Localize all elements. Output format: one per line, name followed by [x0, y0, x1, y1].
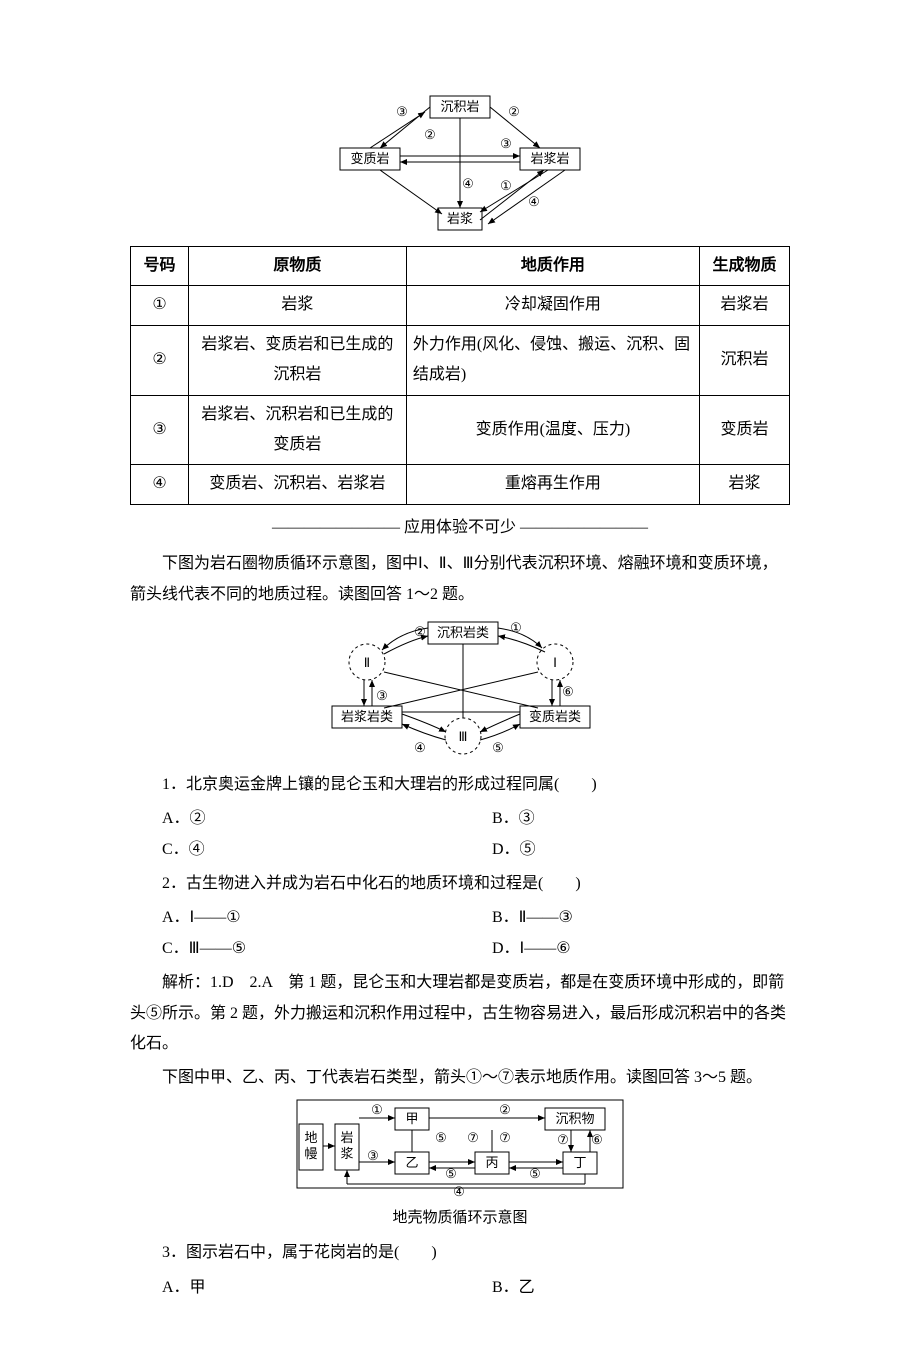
edge-label: ②	[424, 127, 436, 142]
edge-label: ①	[500, 178, 512, 193]
rock-cycle-diagram-1: 沉积岩 变质岩 岩浆岩 岩浆 ③ ② ② ③ ④ ① ④	[330, 90, 590, 240]
edge-label: ②	[499, 1102, 511, 1117]
edge-label: ②	[414, 624, 426, 639]
option: C．④	[130, 835, 460, 865]
td: 岩浆岩	[700, 286, 790, 325]
node-label: 地	[304, 1130, 317, 1145]
node-label: 岩浆岩	[530, 151, 569, 166]
node-label: 岩浆岩类	[341, 709, 393, 724]
td: 岩浆岩、变质岩和已生成的沉积岩	[189, 325, 407, 395]
answer-explanation: 解析：1.D 2.A 第 1 题，昆仑玉和大理岩都是变质岩，都是在变质环境中形成…	[130, 968, 790, 1059]
td: ①	[131, 286, 189, 325]
th: 号码	[131, 247, 189, 286]
intro-text: 下图中甲、乙、丙、丁代表岩石类型，箭头①～⑦表示地质作用。读图回答 3～5 题。	[130, 1063, 790, 1093]
option: A．②	[130, 804, 460, 834]
td: 岩浆岩、沉积岩和已生成的变质岩	[189, 395, 407, 465]
td: 岩浆	[700, 465, 790, 504]
node-label: 丁	[573, 1155, 586, 1170]
question-1: 1．北京奥运金牌上镶的昆仑玉和大理岩的形成过程同属( )	[130, 770, 790, 800]
edge-label: ⑥	[591, 1132, 603, 1147]
edge-label: ④	[528, 194, 540, 209]
node-label: 丙	[485, 1155, 498, 1170]
option: C．Ⅲ——⑤	[130, 934, 460, 964]
node-label: Ⅰ	[553, 655, 557, 670]
td: 冷却凝固作用	[406, 286, 699, 325]
node-label: 沉积物	[555, 1111, 594, 1126]
td: 重熔再生作用	[406, 465, 699, 504]
question-2: 2．古生物进入并成为岩石中化石的地质环境和过程是( )	[130, 869, 790, 899]
th: 生成物质	[700, 247, 790, 286]
edge-label: ②	[508, 104, 520, 119]
option: B．③	[460, 804, 790, 834]
diagram-caption: 地壳物质循环示意图	[130, 1204, 790, 1233]
option: A．Ⅰ——①	[130, 903, 460, 933]
edge-label: ⑤	[492, 740, 504, 755]
rock-cycle-table: 号码 原物质 地质作用 生成物质 ① 岩浆 冷却凝固作用 岩浆岩 ② 岩浆岩、变…	[130, 246, 790, 505]
node-label: 幔	[304, 1146, 317, 1161]
edge-label: ③	[396, 104, 408, 119]
node-label: 变质岩类	[529, 709, 581, 724]
edge-label: ⑤	[445, 1166, 457, 1181]
section-divider: ———————— 应用体验不可少 ————————	[130, 513, 790, 543]
edge-label: ③	[500, 136, 512, 151]
td: 沉积岩	[700, 325, 790, 395]
node-label: Ⅲ	[459, 729, 468, 744]
option: D．Ⅰ——⑥	[460, 934, 790, 964]
node-label: 沉积岩类	[437, 625, 489, 640]
td: 变质岩	[700, 395, 790, 465]
th: 原物质	[189, 247, 407, 286]
node-label: 乙	[405, 1155, 418, 1170]
td: 变质作用(温度、压力)	[406, 395, 699, 465]
edge-label: ⑤	[435, 1130, 447, 1145]
td: ②	[131, 325, 189, 395]
edge-label: ⑥	[562, 684, 574, 699]
edge-label: ④	[414, 740, 426, 755]
th: 地质作用	[406, 247, 699, 286]
td: 外力作用(风化、侵蚀、搬运、沉积、固结成岩)	[406, 325, 699, 395]
edge-label: ⑦	[467, 1130, 479, 1145]
node-label: 岩	[340, 1130, 353, 1145]
edge-label: ⑦	[499, 1130, 511, 1145]
crust-cycle-diagram-3: 地 幔 岩 浆 甲 乙 丙 沉积物 丁 ① ② ③ ⑤ ⑦ ⑦ ⑦ ⑥ ⑤ ⑤ …	[295, 1098, 625, 1198]
rock-cycle-diagram-2: 沉积岩类 岩浆岩类 变质岩类 Ⅰ Ⅱ Ⅲ ② ① ③ ⑥ ④ ⑤	[320, 614, 600, 764]
option: B．乙	[460, 1273, 790, 1303]
td: 变质岩、沉积岩、岩浆岩	[189, 465, 407, 504]
edge-label: ③	[376, 688, 388, 703]
question-3: 3．图示岩石中，属于花岗岩的是( )	[130, 1238, 790, 1268]
node-label: Ⅱ	[364, 655, 370, 670]
td: ④	[131, 465, 189, 504]
td: ③	[131, 395, 189, 465]
edge-label: ①	[510, 620, 522, 635]
option: B．Ⅱ——③	[460, 903, 790, 933]
option: D．⑤	[460, 835, 790, 865]
node-label: 变质岩	[350, 151, 389, 166]
edge-label: ④	[462, 176, 474, 191]
edge-label: ③	[367, 1148, 379, 1163]
node-label: 甲	[405, 1111, 418, 1126]
node-label: 浆	[340, 1146, 353, 1161]
edge-label: ④	[453, 1184, 465, 1198]
option: A．甲	[130, 1273, 460, 1303]
edge-label: ⑦	[557, 1132, 569, 1147]
node-label: 岩浆	[447, 211, 473, 226]
intro-text: 下图为岩石圈物质循环示意图，图中Ⅰ、Ⅱ、Ⅲ分别代表沉积环境、熔融环境和变质环境，…	[130, 549, 790, 610]
edge-label: ①	[371, 1102, 383, 1117]
td: 岩浆	[189, 286, 407, 325]
node-label: 沉积岩	[440, 99, 479, 114]
edge-label: ⑤	[529, 1166, 541, 1181]
